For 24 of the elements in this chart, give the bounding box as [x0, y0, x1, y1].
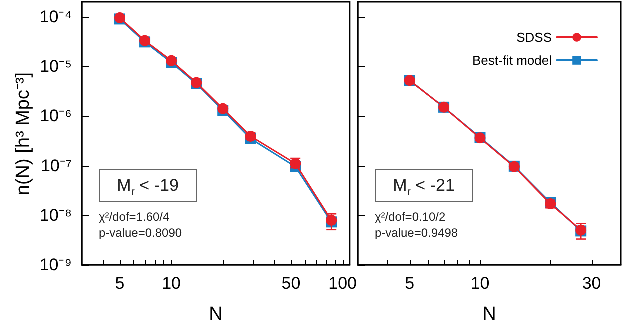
y-tick-label: 10⁻⁷: [40, 156, 72, 176]
y-tick-label: 10⁻⁴: [40, 7, 72, 26]
x-tick-label: 100: [328, 274, 358, 293]
annotation: χ²/dof=0.10/2: [375, 210, 446, 224]
annotation: χ²/dof=1.60/4: [99, 210, 170, 224]
y-tick-label: 10⁻⁶: [40, 106, 72, 126]
x-tick-label: 10: [470, 274, 490, 293]
x-tick-label: 10: [162, 274, 182, 293]
legend-label: SDSS: [516, 30, 552, 45]
y-tick-label: 10⁻⁵: [40, 57, 72, 76]
annotation: M$_{r}$ < -19: [99, 169, 197, 202]
x-tick-label: 50: [282, 274, 301, 293]
annotation: p-value=0.8090: [99, 226, 182, 240]
annotation: M$_{r}$ < -21: [375, 169, 473, 202]
y-tick-label: 10⁻⁸: [40, 206, 72, 225]
x-axis-title: N: [209, 304, 223, 325]
annotation: p-value=0.9498: [375, 226, 458, 240]
legend-label: Best-fit model: [472, 53, 552, 68]
x-axis-title: N: [482, 304, 496, 325]
x-tick-label: 5: [115, 274, 125, 293]
x-tick-label: 30: [582, 274, 602, 293]
y-tick-label: 10⁻⁹: [40, 256, 72, 274]
y-axis-title: n(N) [h³ Mpc⁻³]: [12, 72, 35, 196]
x-tick-label: 5: [405, 274, 415, 293]
